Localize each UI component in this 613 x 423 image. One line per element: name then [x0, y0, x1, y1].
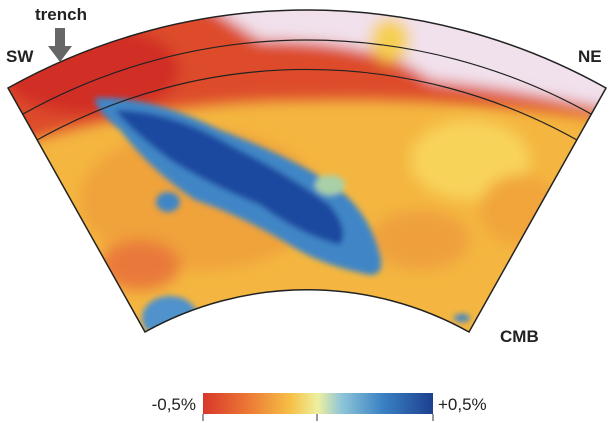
colorbar-ticks [202, 414, 434, 421]
section-outline [6, 9, 608, 334]
colorbar-max-label: +0,5% [438, 395, 487, 414]
ne-label: NE [578, 47, 602, 66]
colorbar-min-label: -0,5% [152, 395, 196, 414]
trench-label: trench [35, 5, 87, 24]
cmb-label: CMB [500, 327, 539, 346]
trench-arrow [48, 28, 72, 62]
colorbar [203, 393, 433, 414]
sw-label: SW [6, 47, 34, 66]
tomography-section [8, 9, 606, 333]
